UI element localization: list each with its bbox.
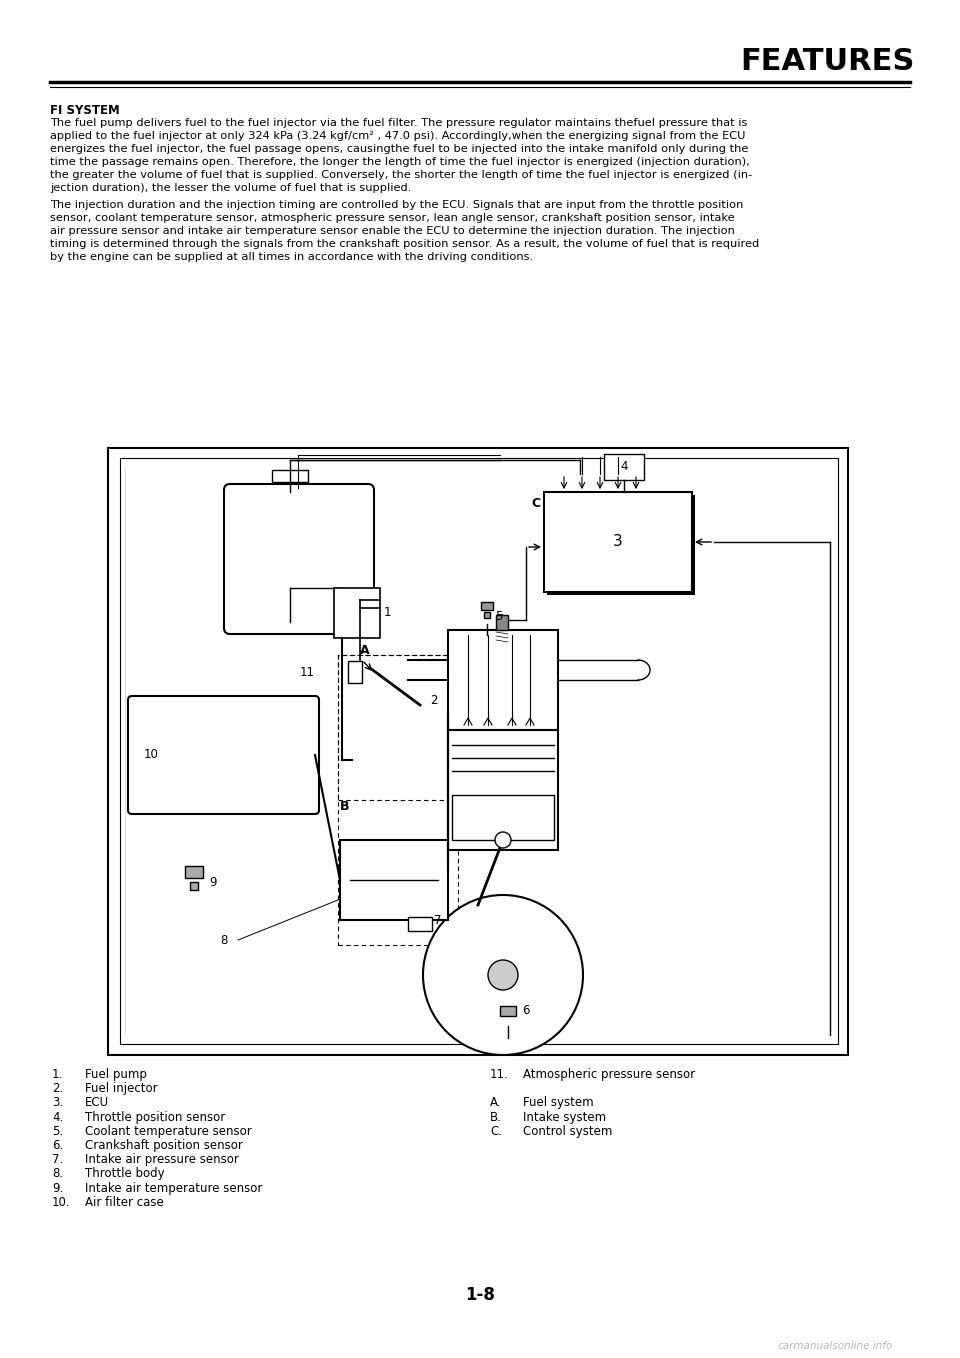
Text: 11.: 11. (490, 1067, 509, 1081)
FancyBboxPatch shape (128, 697, 319, 813)
Text: A.: A. (490, 1096, 501, 1109)
Text: the greater the volume of fuel that is supplied. Conversely, the shorter the len: the greater the volume of fuel that is s… (50, 170, 753, 181)
Text: FI SYSTEM: FI SYSTEM (50, 105, 120, 117)
Text: 4: 4 (620, 460, 628, 474)
Bar (338, 655, 458, 945)
Text: 11: 11 (300, 665, 315, 679)
Bar (484, 612, 490, 618)
Text: ECU: ECU (85, 1096, 109, 1109)
FancyBboxPatch shape (224, 483, 374, 634)
Bar (272, 470, 308, 482)
Text: 9: 9 (209, 876, 217, 888)
Text: B.: B. (490, 1111, 502, 1123)
Text: The injection duration and the injection timing are controlled by the ECU. Signa: The injection duration and the injection… (50, 200, 743, 210)
Circle shape (423, 895, 583, 1055)
Text: 10.: 10. (52, 1196, 71, 1209)
Bar (481, 602, 493, 610)
Text: by the engine can be supplied at all times in accordance with the driving condit: by the engine can be supplied at all tim… (50, 253, 533, 262)
Text: sensor, coolant temperature sensor, atmospheric pressure sensor, lean angle sens: sensor, coolant temperature sensor, atmo… (50, 213, 734, 223)
Text: Crankshaft position sensor: Crankshaft position sensor (85, 1139, 243, 1152)
Text: C: C (531, 497, 540, 511)
Bar (190, 881, 198, 889)
Bar (108, 448, 848, 1055)
Bar (547, 496, 695, 595)
Text: Atmospheric pressure sensor: Atmospheric pressure sensor (523, 1067, 695, 1081)
Text: applied to the fuel injector at only 324 kPa (3.24 kgf/cm² , 47.0 psi). Accordin: applied to the fuel injector at only 324… (50, 130, 746, 141)
Text: Throttle position sensor: Throttle position sensor (85, 1111, 226, 1123)
Bar (185, 866, 203, 879)
Text: 5: 5 (495, 611, 502, 623)
Text: Fuel pump: Fuel pump (85, 1067, 147, 1081)
Text: time the passage remains open. Therefore, the longer the length of time the fuel: time the passage remains open. Therefore… (50, 158, 750, 167)
Bar (448, 630, 558, 731)
Text: 8: 8 (220, 933, 228, 947)
Bar (348, 661, 362, 683)
Text: FEATURES: FEATURES (740, 48, 915, 76)
Bar (496, 615, 508, 630)
Text: 2: 2 (430, 694, 438, 706)
Text: 3: 3 (613, 535, 623, 550)
Bar (448, 731, 558, 850)
Text: 2.: 2. (52, 1082, 63, 1095)
Text: 10: 10 (144, 748, 158, 762)
Text: 6.: 6. (52, 1139, 63, 1152)
Text: Control system: Control system (523, 1124, 612, 1138)
Text: jection duration), the lesser the volume of fuel that is supplied.: jection duration), the lesser the volume… (50, 183, 412, 193)
Bar (452, 794, 554, 841)
Text: air pressure sensor and intake air temperature sensor enable the ECU to determin: air pressure sensor and intake air tempe… (50, 225, 734, 236)
Text: 1-8: 1-8 (465, 1286, 495, 1304)
Text: Fuel system: Fuel system (523, 1096, 593, 1109)
Bar (500, 1006, 516, 1016)
Bar (604, 454, 644, 479)
Text: 6: 6 (522, 1005, 530, 1017)
Text: 9.: 9. (52, 1181, 63, 1195)
Text: 1.: 1. (52, 1067, 63, 1081)
Bar (340, 841, 448, 919)
Text: Throttle body: Throttle body (85, 1168, 164, 1180)
Text: The fuel pump delivers fuel to the fuel injector via the fuel filter. The pressu: The fuel pump delivers fuel to the fuel … (50, 118, 748, 128)
Text: A: A (360, 644, 370, 656)
Text: B: B (340, 800, 349, 813)
Text: energizes the fuel injector, the fuel passage opens, causingthe fuel to be injec: energizes the fuel injector, the fuel pa… (50, 144, 749, 153)
Bar (544, 492, 692, 592)
Text: 1: 1 (384, 607, 392, 619)
Bar (334, 588, 380, 638)
Circle shape (495, 832, 511, 847)
Text: 5.: 5. (52, 1124, 63, 1138)
Text: 3.: 3. (52, 1096, 63, 1109)
Bar (120, 458, 838, 1044)
Text: Intake air pressure sensor: Intake air pressure sensor (85, 1153, 239, 1167)
Text: timing is determined through the signals from the crankshaft position sensor. As: timing is determined through the signals… (50, 239, 759, 249)
Circle shape (488, 960, 518, 990)
Text: 8.: 8. (52, 1168, 63, 1180)
Text: Coolant temperature sensor: Coolant temperature sensor (85, 1124, 252, 1138)
Bar (408, 917, 432, 932)
Text: Air filter case: Air filter case (85, 1196, 164, 1209)
Text: 4.: 4. (52, 1111, 63, 1123)
Bar (338, 655, 460, 800)
Text: Intake air temperature sensor: Intake air temperature sensor (85, 1181, 262, 1195)
Text: carmanualsonline.info: carmanualsonline.info (778, 1340, 893, 1351)
Text: Fuel injector: Fuel injector (85, 1082, 157, 1095)
Text: Intake system: Intake system (523, 1111, 606, 1123)
Text: 7.: 7. (52, 1153, 63, 1167)
Text: 7: 7 (434, 914, 442, 928)
Text: C.: C. (490, 1124, 502, 1138)
